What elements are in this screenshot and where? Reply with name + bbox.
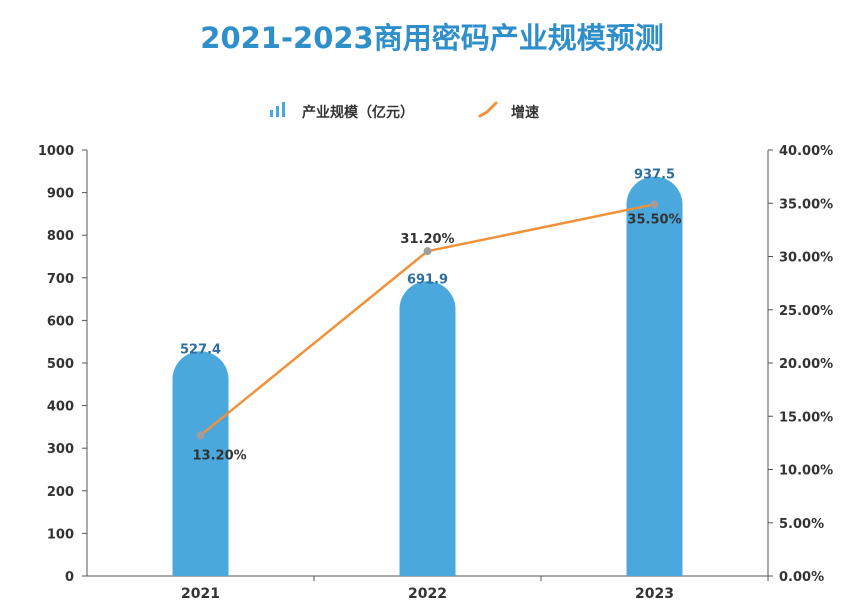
left-tick-label: 800 (47, 229, 74, 244)
right-tick-label: 25.00% (779, 304, 833, 319)
growth-label-2023: 35.50% (627, 212, 681, 227)
bar-2023 (626, 176, 683, 576)
bars (172, 176, 683, 576)
growth-point-2023 (650, 200, 659, 209)
left-tick-label: 1000 (38, 144, 74, 159)
left-tick-label: 100 (47, 527, 74, 542)
x-tick-label: 2023 (635, 586, 674, 602)
growth-point-2022 (423, 247, 432, 256)
right-tick-label: 30.00% (779, 251, 833, 266)
left-tick-label: 600 (47, 314, 74, 329)
right-tick-label: 10.00% (779, 464, 833, 479)
bar-label-2021: 527.4 (180, 342, 221, 357)
left-tick-label: 400 (47, 400, 74, 415)
legend-bar-icon-stick-3 (282, 102, 285, 117)
legend-bar-icon-stick-1 (270, 110, 273, 117)
right-tick-label: 35.00% (779, 197, 833, 212)
axes: 0 100 200 300 400 500 600 700 800 900 1000 0.00% 5.0… (38, 144, 833, 602)
right-tick-label: 40.00% (779, 144, 833, 159)
growth-point-2021 (196, 431, 205, 440)
legend-line-icon (478, 101, 498, 118)
x-tick-label: 2022 (408, 586, 447, 602)
bar-labels: 527.4 691.9 937.5 (180, 168, 675, 358)
growth-labels: 13.20% 31.20% 35.50% (193, 212, 682, 463)
left-tick-label: 0 (65, 570, 74, 585)
bar-2022 (399, 281, 456, 576)
right-tick-label: 0.00% (779, 570, 824, 585)
left-tick-label: 300 (47, 442, 74, 457)
legend-line-label: 增速 (511, 104, 539, 121)
growth-line (196, 200, 659, 440)
right-tick-label: 20.00% (779, 357, 833, 372)
left-tick-label: 200 (47, 485, 74, 500)
right-tick-label: 5.00% (779, 517, 824, 532)
legend: 产业规模（亿元） 增速 (270, 101, 539, 121)
legend-bar-icon-stick-2 (276, 106, 279, 117)
bar-label-2023: 937.5 (634, 168, 675, 183)
bar-label-2022: 691.9 (407, 272, 448, 287)
left-tick-label: 700 (47, 272, 74, 287)
left-tick-label: 900 (47, 187, 74, 202)
growth-label-2022: 31.20% (400, 232, 454, 247)
legend-line-icon-stroke (478, 101, 498, 118)
legend-bar-label: 产业规模（亿元） (302, 104, 414, 121)
legend-bar-icon (270, 102, 285, 117)
chart-title: 2021-2023商用密码产业规模预测 (200, 21, 663, 55)
bar-2021 (172, 351, 229, 576)
right-tick-label: 15.00% (779, 410, 833, 425)
growth-label-2021: 13.20% (193, 448, 247, 463)
x-tick-label: 2021 (181, 586, 220, 602)
left-tick-label: 500 (47, 357, 74, 372)
